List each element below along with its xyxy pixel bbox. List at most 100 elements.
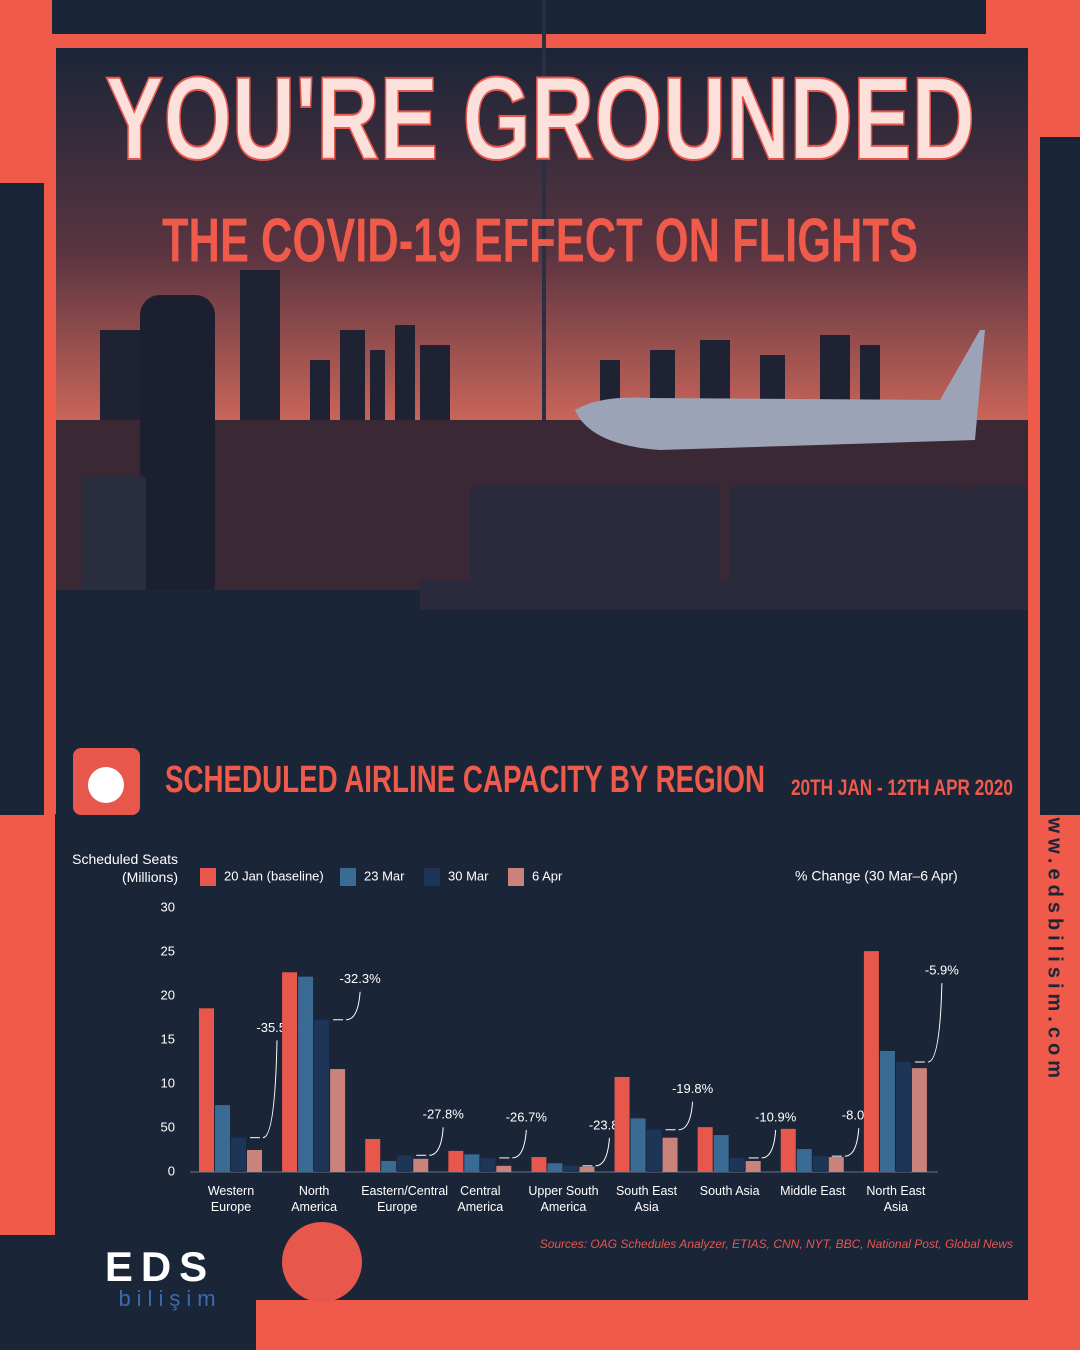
brand-logo xyxy=(282,1222,362,1302)
y-tick-label: 50 xyxy=(161,1119,175,1134)
change-arrow xyxy=(429,1127,444,1156)
change-label: -19.8% xyxy=(672,1081,714,1096)
bar xyxy=(199,1008,214,1172)
bar xyxy=(464,1154,480,1172)
bar xyxy=(215,1105,230,1172)
frame xyxy=(52,34,56,814)
x-tick-label: Middle East xyxy=(780,1184,846,1198)
change-label: -5.9% xyxy=(925,963,959,978)
y-axis-label: Scheduled Seats (Millions) xyxy=(72,851,178,885)
bar xyxy=(697,1127,713,1172)
plane xyxy=(575,330,985,450)
bar xyxy=(448,1150,464,1172)
bar xyxy=(381,1161,397,1172)
change-arrow xyxy=(595,1137,610,1167)
change-label: -27.8% xyxy=(423,1107,465,1122)
bar xyxy=(780,1128,796,1172)
bar xyxy=(298,976,314,1172)
legend-swatch xyxy=(424,868,440,886)
bar xyxy=(579,1166,595,1172)
sources: Sources: OAG Schedules Analyzer, ETIAS, … xyxy=(540,1237,1013,1251)
bar xyxy=(531,1157,547,1172)
globe-icon xyxy=(88,767,124,803)
bar xyxy=(314,1019,330,1172)
y-tick-label: 15 xyxy=(161,1031,175,1046)
x-tick-label: North America xyxy=(291,1184,338,1214)
logo-top: EDS xyxy=(105,1243,215,1290)
change-arrow xyxy=(844,1128,860,1157)
bar xyxy=(247,1150,262,1172)
bar xyxy=(812,1156,828,1172)
x-tick-label: Eastern/Central Europe xyxy=(361,1184,449,1214)
bar xyxy=(231,1137,246,1172)
x-tick-label: Upper South America xyxy=(528,1184,599,1214)
x-tick-label: Central America xyxy=(457,1184,504,1214)
bar xyxy=(796,1149,812,1172)
bar xyxy=(563,1165,579,1172)
bar xyxy=(330,1069,346,1172)
x-tick-label: South Asia xyxy=(699,1184,760,1198)
y-tick-label: 0 xyxy=(168,1163,175,1178)
bar xyxy=(614,1076,630,1172)
change-arrow xyxy=(761,1129,777,1159)
legend-swatch xyxy=(200,868,216,886)
legend-swatch xyxy=(340,868,356,886)
x-tick-label: Western Europe xyxy=(207,1184,255,1214)
bar xyxy=(397,1155,413,1172)
change-label: -10.9% xyxy=(755,1109,797,1124)
bar xyxy=(713,1135,729,1172)
change-label: -32.3% xyxy=(340,971,382,986)
left-strip xyxy=(0,183,44,815)
x-tick-label: South East Asia xyxy=(615,1184,678,1214)
bar xyxy=(496,1165,512,1172)
y-tick-label: 25 xyxy=(161,943,175,958)
floor xyxy=(55,590,1028,740)
x-tick-label: North East Asia xyxy=(866,1184,926,1214)
change-label: -26.7% xyxy=(506,1109,548,1124)
bar xyxy=(879,1051,895,1172)
change-arrow xyxy=(262,1040,278,1139)
logo-box xyxy=(0,1235,256,1350)
bar xyxy=(282,972,298,1172)
bar xyxy=(630,1118,646,1172)
legend-swatch xyxy=(508,868,524,886)
change-arrow xyxy=(346,991,361,1021)
legend-label: 30 Mar xyxy=(448,868,489,883)
top-strip xyxy=(52,0,986,34)
subtitle: THE COVID-19 EFFECT ON FLIGHTS xyxy=(162,206,918,275)
person xyxy=(140,295,215,605)
chart-subtitle: 20TH JAN - 12TH APR 2020 xyxy=(791,775,1013,800)
chart-title: SCHEDULED AIRLINE CAPACITY BY REGION xyxy=(165,759,765,801)
bar xyxy=(745,1161,761,1172)
title: YOU'RE GROUNDED xyxy=(105,53,975,185)
bar xyxy=(895,1062,911,1172)
legend-label: 6 Apr xyxy=(532,868,563,883)
website: www.edsbilisim.com xyxy=(1044,796,1066,1083)
change-arrow xyxy=(512,1129,527,1159)
bar xyxy=(863,951,879,1172)
bar xyxy=(646,1129,662,1172)
bar xyxy=(729,1157,745,1172)
suitcase xyxy=(82,475,146,600)
seats xyxy=(420,485,1028,610)
bar xyxy=(480,1157,496,1172)
y-tick-label: 20 xyxy=(161,987,175,1002)
change-arrow xyxy=(678,1101,694,1131)
bar xyxy=(547,1163,563,1172)
change-title: % Change (30 Mar–6 Apr) xyxy=(795,868,958,884)
bar xyxy=(413,1158,429,1172)
logo-bottom: bilişim xyxy=(118,1286,221,1311)
bar xyxy=(828,1157,844,1172)
legend-label: 20 Jan (baseline) xyxy=(224,868,324,883)
bar xyxy=(911,1068,927,1172)
bar xyxy=(662,1137,678,1172)
change-arrow xyxy=(927,983,943,1063)
y-tick-label: 10 xyxy=(161,1075,175,1090)
window-frame xyxy=(542,0,546,420)
bar xyxy=(365,1139,381,1172)
right-strip xyxy=(1040,137,1080,815)
y-tick-label: 30 xyxy=(161,899,175,914)
legend-label: 23 Mar xyxy=(364,868,405,883)
